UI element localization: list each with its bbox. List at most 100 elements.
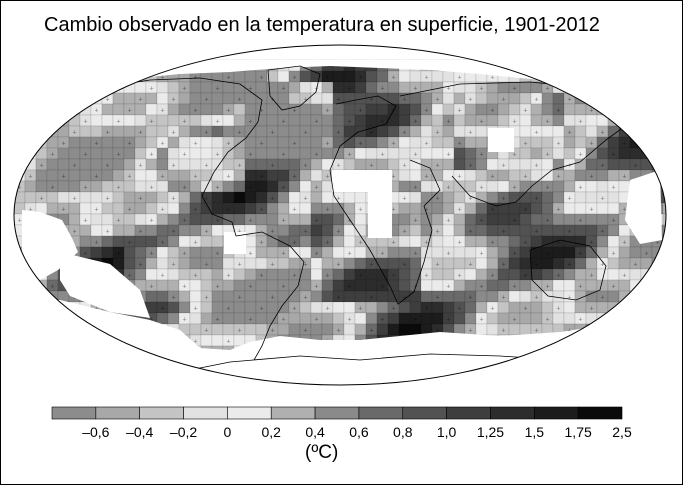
significance-marker: + (435, 163, 439, 170)
grid-cell (200, 235, 213, 248)
grid-cell (596, 92, 609, 105)
significance-marker: + (644, 317, 648, 324)
grid-cell (255, 246, 268, 259)
significance-marker: + (600, 64, 604, 71)
significance-marker: + (655, 108, 659, 115)
grid-cell (618, 323, 631, 336)
grid-cell (552, 191, 565, 204)
legend-tick-label: –0,4 (126, 424, 154, 440)
grid-cell (310, 202, 323, 215)
significance-marker: + (666, 130, 670, 137)
grid-cell (431, 312, 444, 325)
significance-marker: + (105, 97, 109, 104)
grid-cell (343, 301, 356, 314)
grid-cell (123, 92, 136, 105)
significance-marker: + (391, 75, 395, 82)
significance-marker: + (39, 328, 43, 335)
grid-cell (596, 279, 609, 292)
significance-marker: + (281, 317, 285, 324)
significance-marker: + (325, 75, 329, 82)
significance-marker: + (457, 141, 461, 148)
significance-marker: + (567, 361, 571, 368)
grid-cell (585, 290, 598, 303)
grid-cell (90, 345, 103, 358)
grid-cell (156, 59, 169, 72)
grid-cell (189, 191, 202, 204)
grid-cell (101, 136, 114, 149)
significance-marker: + (314, 152, 318, 159)
significance-marker: + (523, 207, 527, 214)
grid-cell (46, 367, 59, 380)
significance-marker: + (490, 240, 494, 247)
grid-cell (123, 158, 136, 171)
significance-marker: + (611, 152, 615, 159)
grid-cell (134, 246, 147, 259)
grid-cell (14, 136, 26, 149)
grid-cell (618, 147, 631, 160)
significance-marker: + (424, 240, 428, 247)
significance-marker: + (292, 207, 296, 214)
grid-cell (354, 213, 367, 226)
grid-cell (662, 103, 666, 116)
grid-cell (57, 103, 70, 116)
grid-cell (585, 180, 598, 193)
significance-marker: + (50, 350, 54, 357)
grid-cell (376, 103, 389, 116)
grid-cell (596, 378, 609, 385)
grid-cell (607, 235, 620, 248)
grid-cell (79, 224, 92, 237)
significance-marker: + (402, 394, 406, 401)
grid-cell (607, 378, 620, 385)
grid-cell (57, 158, 70, 171)
grid-cell (68, 213, 81, 226)
grid-cell (288, 180, 301, 193)
grid-cell (541, 70, 554, 83)
grid-cell (299, 202, 312, 215)
grid-cell (234, 390, 245, 401)
significance-marker: + (127, 75, 131, 82)
grid-cell (607, 345, 620, 358)
grid-cell (14, 367, 26, 380)
significance-marker: + (72, 328, 76, 335)
grid-cell (629, 268, 642, 281)
significance-marker: + (303, 196, 307, 203)
grid-cell (486, 257, 499, 270)
grid-cell (618, 290, 631, 303)
grid-cell (101, 356, 114, 369)
grid-cell (24, 59, 37, 72)
significance-marker: + (17, 86, 21, 93)
coast-australia (529, 239, 607, 301)
grid-cell (35, 81, 48, 94)
significance-marker: + (270, 262, 274, 269)
grid-cell (14, 301, 26, 314)
significance-marker: + (50, 284, 54, 291)
significance-marker: + (237, 97, 241, 104)
significance-marker: + (94, 372, 98, 379)
significance-marker: + (50, 86, 54, 93)
significance-marker: + (424, 273, 428, 280)
grid-cell (255, 125, 268, 138)
grid-cell (596, 202, 609, 215)
grid-cell (24, 70, 37, 83)
significance-marker: + (138, 262, 142, 269)
grid-cell (211, 268, 224, 281)
grid-cell (46, 290, 59, 303)
grid-cell (277, 290, 290, 303)
grid-cell (662, 301, 666, 314)
grid-cell (101, 114, 114, 127)
significance-marker: + (446, 152, 450, 159)
significance-marker: + (105, 163, 109, 170)
grid-cell (288, 81, 301, 94)
grid-cell (640, 59, 653, 72)
grid-cell (585, 345, 598, 358)
grid-cell (508, 158, 521, 171)
grid-cell (585, 279, 598, 292)
significance-marker: + (259, 273, 263, 280)
significance-marker: + (556, 306, 560, 313)
significance-marker: + (72, 394, 76, 401)
grid-cell (211, 257, 224, 270)
grid-cell (145, 301, 158, 314)
significance-marker: + (171, 262, 175, 269)
grid-cell (343, 103, 356, 116)
